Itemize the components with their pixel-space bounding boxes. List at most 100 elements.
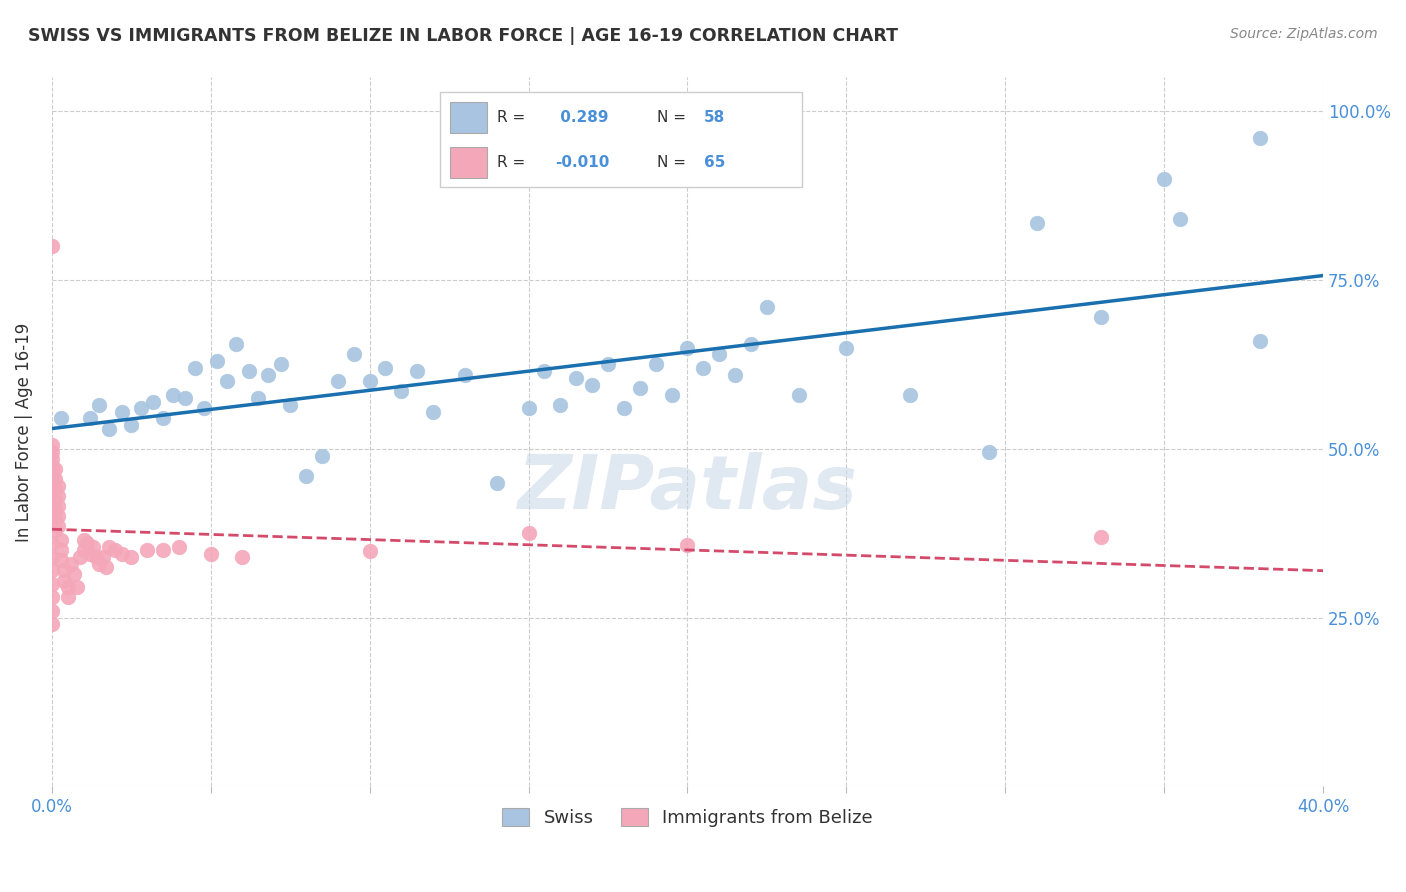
Point — [82, 540, 104, 554]
Point — [215, 374, 238, 388]
Point — [193, 401, 215, 416]
Point — [550, 398, 572, 412]
Point — [565, 371, 588, 385]
Point — [581, 377, 603, 392]
Point — [56, 591, 79, 605]
Point — [1249, 334, 1271, 348]
Point — [152, 411, 174, 425]
Point — [79, 547, 101, 561]
Point — [422, 405, 444, 419]
Point — [1026, 216, 1049, 230]
Point — [46, 479, 69, 493]
Point — [835, 341, 858, 355]
Point — [41, 516, 63, 530]
Point — [41, 466, 63, 480]
Point — [111, 405, 134, 419]
Legend: Swiss, Immigrants from Belize: Swiss, Immigrants from Belize — [495, 800, 880, 834]
Point — [63, 566, 86, 581]
Point — [162, 388, 184, 402]
Point — [142, 394, 165, 409]
Point — [1153, 171, 1175, 186]
Point — [97, 540, 120, 554]
Point — [167, 540, 190, 554]
Point — [44, 502, 66, 516]
Point — [46, 519, 69, 533]
Point — [311, 449, 333, 463]
Point — [724, 368, 747, 382]
Point — [295, 468, 318, 483]
Text: SWISS VS IMMIGRANTS FROM BELIZE IN LABOR FORCE | AGE 16-19 CORRELATION CHART: SWISS VS IMMIGRANTS FROM BELIZE IN LABOR… — [28, 27, 898, 45]
Point — [41, 472, 63, 486]
Point — [72, 533, 94, 547]
Point — [94, 560, 117, 574]
Point — [1090, 310, 1112, 325]
Text: ZIPatlas: ZIPatlas — [517, 452, 858, 525]
Y-axis label: In Labor Force | Age 16-19: In Labor Force | Age 16-19 — [15, 322, 32, 541]
Point — [225, 337, 247, 351]
Point — [661, 388, 683, 402]
Point — [740, 337, 762, 351]
Point — [46, 500, 69, 514]
Point — [46, 489, 69, 503]
Point — [46, 509, 69, 524]
Point — [1168, 212, 1191, 227]
Point — [533, 364, 555, 378]
Point — [1090, 530, 1112, 544]
Point — [41, 536, 63, 550]
Point — [41, 506, 63, 520]
Point — [787, 388, 810, 402]
Point — [44, 492, 66, 507]
Point — [44, 513, 66, 527]
Point — [517, 401, 540, 416]
Point — [41, 617, 63, 632]
Point — [343, 347, 366, 361]
Point — [517, 526, 540, 541]
Point — [91, 549, 114, 564]
Point — [41, 452, 63, 467]
Point — [53, 563, 76, 577]
Point — [72, 543, 94, 558]
Point — [111, 547, 134, 561]
Point — [270, 358, 292, 372]
Point — [41, 438, 63, 452]
Point — [41, 485, 63, 500]
Point — [709, 347, 731, 361]
Point — [326, 374, 349, 388]
Point — [44, 472, 66, 486]
Point — [44, 462, 66, 476]
Point — [89, 398, 111, 412]
Point — [56, 580, 79, 594]
Point — [44, 523, 66, 537]
Point — [644, 358, 666, 372]
Point — [359, 374, 381, 388]
Point — [628, 381, 651, 395]
Point — [51, 411, 73, 425]
Point — [41, 479, 63, 493]
Point — [41, 492, 63, 507]
Point — [41, 445, 63, 459]
Point — [613, 401, 636, 416]
Point — [120, 549, 142, 564]
Point — [231, 549, 253, 564]
Point — [104, 543, 127, 558]
Point — [41, 591, 63, 605]
Point — [374, 360, 396, 375]
Point — [41, 239, 63, 253]
Point — [41, 577, 63, 591]
Text: Source: ZipAtlas.com: Source: ZipAtlas.com — [1230, 27, 1378, 41]
Point — [979, 445, 1001, 459]
Point — [278, 398, 301, 412]
Point — [59, 557, 82, 571]
Point — [41, 604, 63, 618]
Point — [97, 421, 120, 435]
Point — [692, 360, 714, 375]
Point — [41, 549, 63, 564]
Point — [51, 553, 73, 567]
Point — [205, 354, 228, 368]
Point — [755, 300, 778, 314]
Point — [152, 543, 174, 558]
Point — [596, 358, 619, 372]
Point — [184, 360, 207, 375]
Point — [84, 549, 107, 564]
Point — [454, 368, 477, 382]
